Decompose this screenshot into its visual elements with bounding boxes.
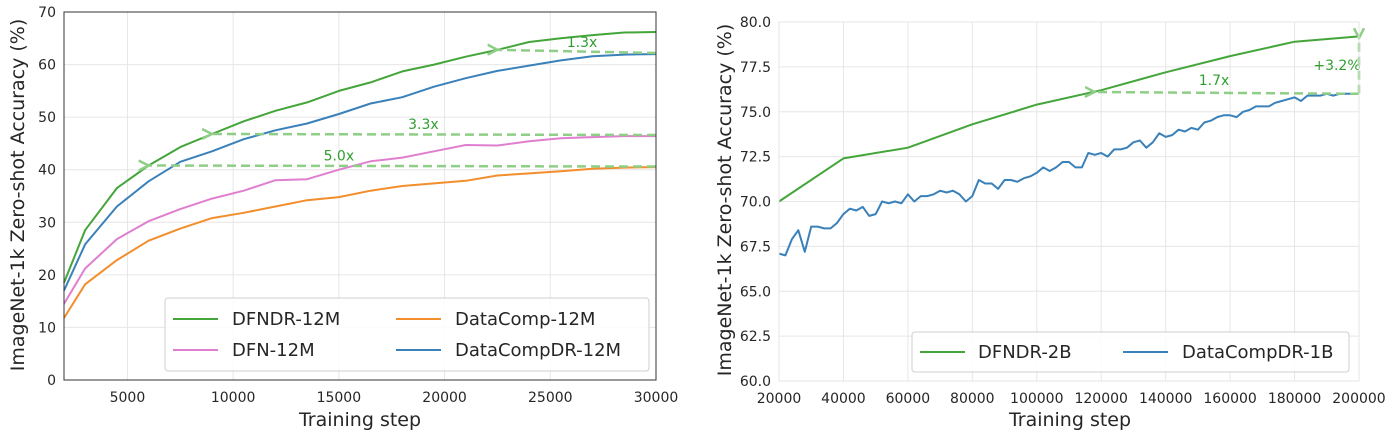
right-chart-annotations: 1.7x +3.2% — [1095, 38, 1361, 94]
series-line-datacomp-12m — [63, 166, 657, 319]
y-tick-label: 77.5 — [740, 60, 771, 76]
x-tick-label: 60000 — [886, 391, 931, 407]
legend-label-datacompdr-12m: DataCompDR-12M — [455, 340, 621, 361]
x-tick-label: 40000 — [821, 391, 866, 407]
right-chart-frame — [778, 21, 1360, 382]
x-tick-label: 160000 — [1203, 391, 1256, 407]
right-chart-series — [778, 35, 1360, 257]
y-tick-label: 70.0 — [740, 195, 771, 211]
legend-label-dfndr-2b: DFNDR-2B — [978, 342, 1072, 363]
y-tick-label: 80.0 — [740, 15, 771, 31]
y-tick-label: 60.0 — [740, 374, 771, 390]
legend-label-dfndr-12m: DFNDR-12M — [232, 309, 340, 330]
y-tick-label: 20 — [38, 268, 56, 284]
right-chart-x-label: Training step — [1008, 409, 1131, 431]
y-tick-label: 10 — [38, 320, 56, 336]
right-chart: 1.7x +3.2% 20000 40000 60000 80000 100000 1200… — [714, 15, 1386, 431]
series-line-datacompdr-1b — [778, 92, 1359, 257]
y-tick-label: 60 — [38, 58, 56, 74]
left-chart-legend: DFNDR-12M DFN-12M DataComp-12M DataCompD… — [164, 297, 650, 372]
legend-label-datacomp-12m: DataComp-12M — [455, 309, 595, 330]
series-line-dfn-12m — [63, 135, 656, 305]
x-tick-label: 100000 — [1010, 391, 1063, 407]
annotation-label: 3.3x — [408, 117, 439, 133]
annotation-arrow — [1095, 92, 1360, 94]
legend-label-datacompdr-1b: DataCompDR-1B — [1182, 342, 1333, 363]
x-tick-label: 20000 — [757, 391, 802, 407]
left-chart-legend-box — [164, 297, 650, 372]
series-line-dfndr-12m — [63, 31, 657, 284]
x-tick-label: 140000 — [1139, 391, 1192, 407]
y-tick-label: 40 — [38, 163, 56, 179]
x-tick-label: 80000 — [950, 391, 995, 407]
y-tick-label: 65.0 — [740, 284, 771, 300]
y-tick-label: 0 — [47, 373, 56, 389]
y-tick-label: 67.5 — [740, 239, 771, 255]
series-line-datacompdr-12m — [63, 53, 657, 292]
right-chart-y-label: ImageNet-1k Zero-shot Accuracy (%) — [714, 24, 736, 377]
x-tick-label: 10000 — [211, 390, 256, 406]
right-chart-legend: DFNDR-2B DataCompDR-1B — [911, 331, 1350, 373]
annotation-label: +3.2% — [1313, 58, 1360, 74]
left-chart-x-label: Training step — [298, 409, 421, 431]
x-tick-label: 30000 — [634, 390, 679, 406]
y-tick-label: 70 — [38, 5, 56, 21]
x-tick-label: 120000 — [1074, 391, 1127, 407]
left-chart-y-ticks: 0 10 20 30 40 50 60 70 — [38, 5, 56, 389]
right-chart-x-ticks: 20000 40000 60000 80000 100000 120000 140000 16… — [757, 391, 1386, 407]
annotation-label: 5.0x — [324, 149, 355, 165]
y-tick-label: 72.5 — [740, 150, 771, 166]
x-tick-label: 200000 — [1332, 391, 1385, 407]
annotation-arrow — [212, 134, 657, 135]
y-tick-label: 75.0 — [740, 105, 771, 121]
left-chart: 1.3x3.3x5.0x 5000 10000 15000 20000 25000 300… — [7, 5, 678, 431]
right-chart-grid — [778, 21, 1360, 382]
series-line-dfndr-2b — [778, 35, 1360, 203]
x-tick-label: 180000 — [1268, 391, 1321, 407]
annotation-label: 1.3x — [567, 35, 598, 51]
right-chart-y-ticks: 60.0 62.5 65.0 67.5 70.0 72.5 75.0 77.5 80.0 — [740, 15, 771, 390]
x-tick-label: 5000 — [110, 390, 146, 406]
x-tick-label: 25000 — [528, 390, 573, 406]
x-tick-label: 15000 — [317, 390, 362, 406]
y-tick-label: 30 — [38, 215, 56, 231]
x-tick-label: 20000 — [422, 390, 467, 406]
y-tick-label: 50 — [38, 110, 56, 126]
left-chart-annotations: 1.3x 3.3x 5.0x — [149, 35, 657, 167]
left-chart-frame — [63, 11, 657, 381]
annotation-arrow — [149, 166, 657, 167]
annotation-arrow — [497, 50, 657, 53]
legend-label-dfn-12m: DFN-12M — [232, 340, 315, 361]
annotation-label: 1.7x — [1199, 73, 1230, 89]
left-chart-y-label: ImageNet-1k Zero-shot Accuracy (%) — [7, 19, 29, 372]
left-chart-x-ticks: 5000 10000 15000 20000 25000 30000 — [110, 390, 679, 406]
y-tick-label: 62.5 — [740, 329, 771, 345]
